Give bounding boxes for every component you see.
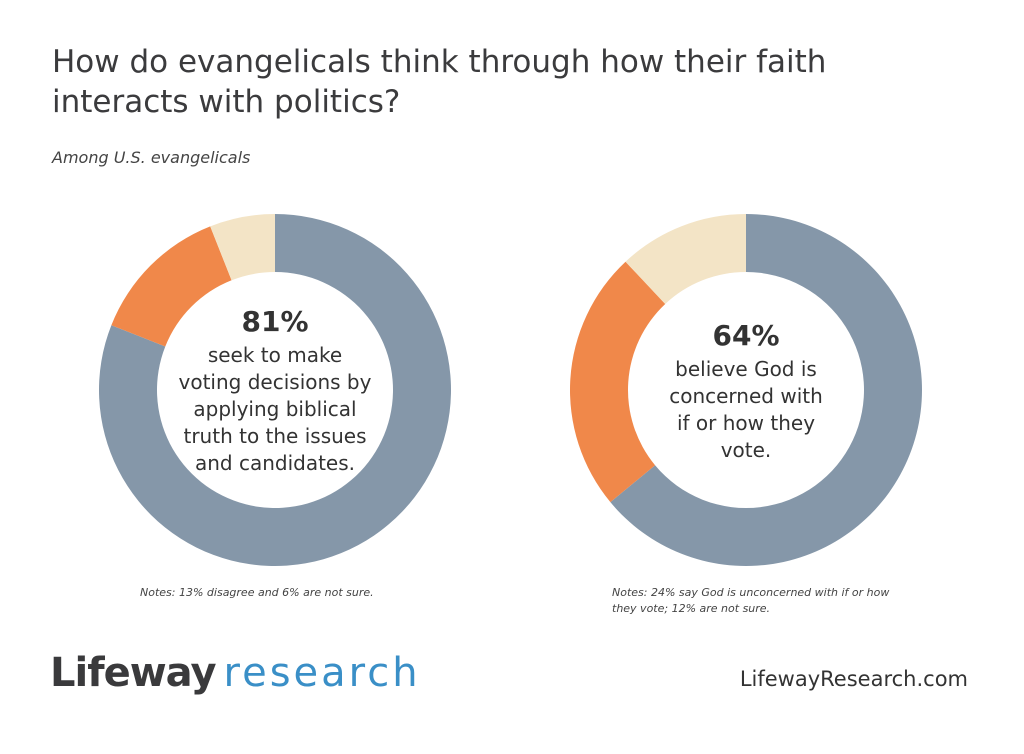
- donut-1-note: Notes: 13% disagree and 6% are not sure.: [140, 586, 374, 599]
- donut-1-slice-disagree: [111, 226, 232, 347]
- donut-2-center-text: believe God is concerned with if or how …: [669, 357, 823, 462]
- donut-2-center-label: 64% believe God is concerned with if or …: [661, 318, 831, 464]
- donut-1-center-text: seek to make voting decisions by applyin…: [178, 343, 372, 475]
- donut-1-slice-agree: [99, 214, 452, 566]
- donut-2-slice-God-is-unconcerned: [569, 261, 666, 503]
- donut-1-center-value: 81%: [241, 305, 309, 338]
- donut-2-center-value: 64%: [712, 319, 780, 352]
- donut-chart-2: [569, 214, 922, 566]
- chart-subtitle: Among U.S. evangelicals: [52, 148, 251, 167]
- logo-research: research: [223, 650, 421, 696]
- donut-chart-1: [99, 214, 452, 566]
- donut-1-center-label: 81% seek to make voting decisions by app…: [175, 304, 375, 477]
- website-url: LifewayResearch.com: [739, 667, 968, 691]
- donut-2-slice-not-sure: [625, 214, 746, 304]
- logo-lifeway: Lifeway: [50, 650, 217, 696]
- donut-2-note: Notes: 24% say God is unconcerned with i…: [612, 586, 890, 615]
- chart-title: How do evangelicals think through how th…: [52, 44, 827, 120]
- donut-1-slice-not-sure: [210, 214, 275, 281]
- lifeway-research-logo: Lifeway research: [50, 650, 421, 696]
- donut-2-slice-God-is-concerned: [610, 214, 922, 566]
